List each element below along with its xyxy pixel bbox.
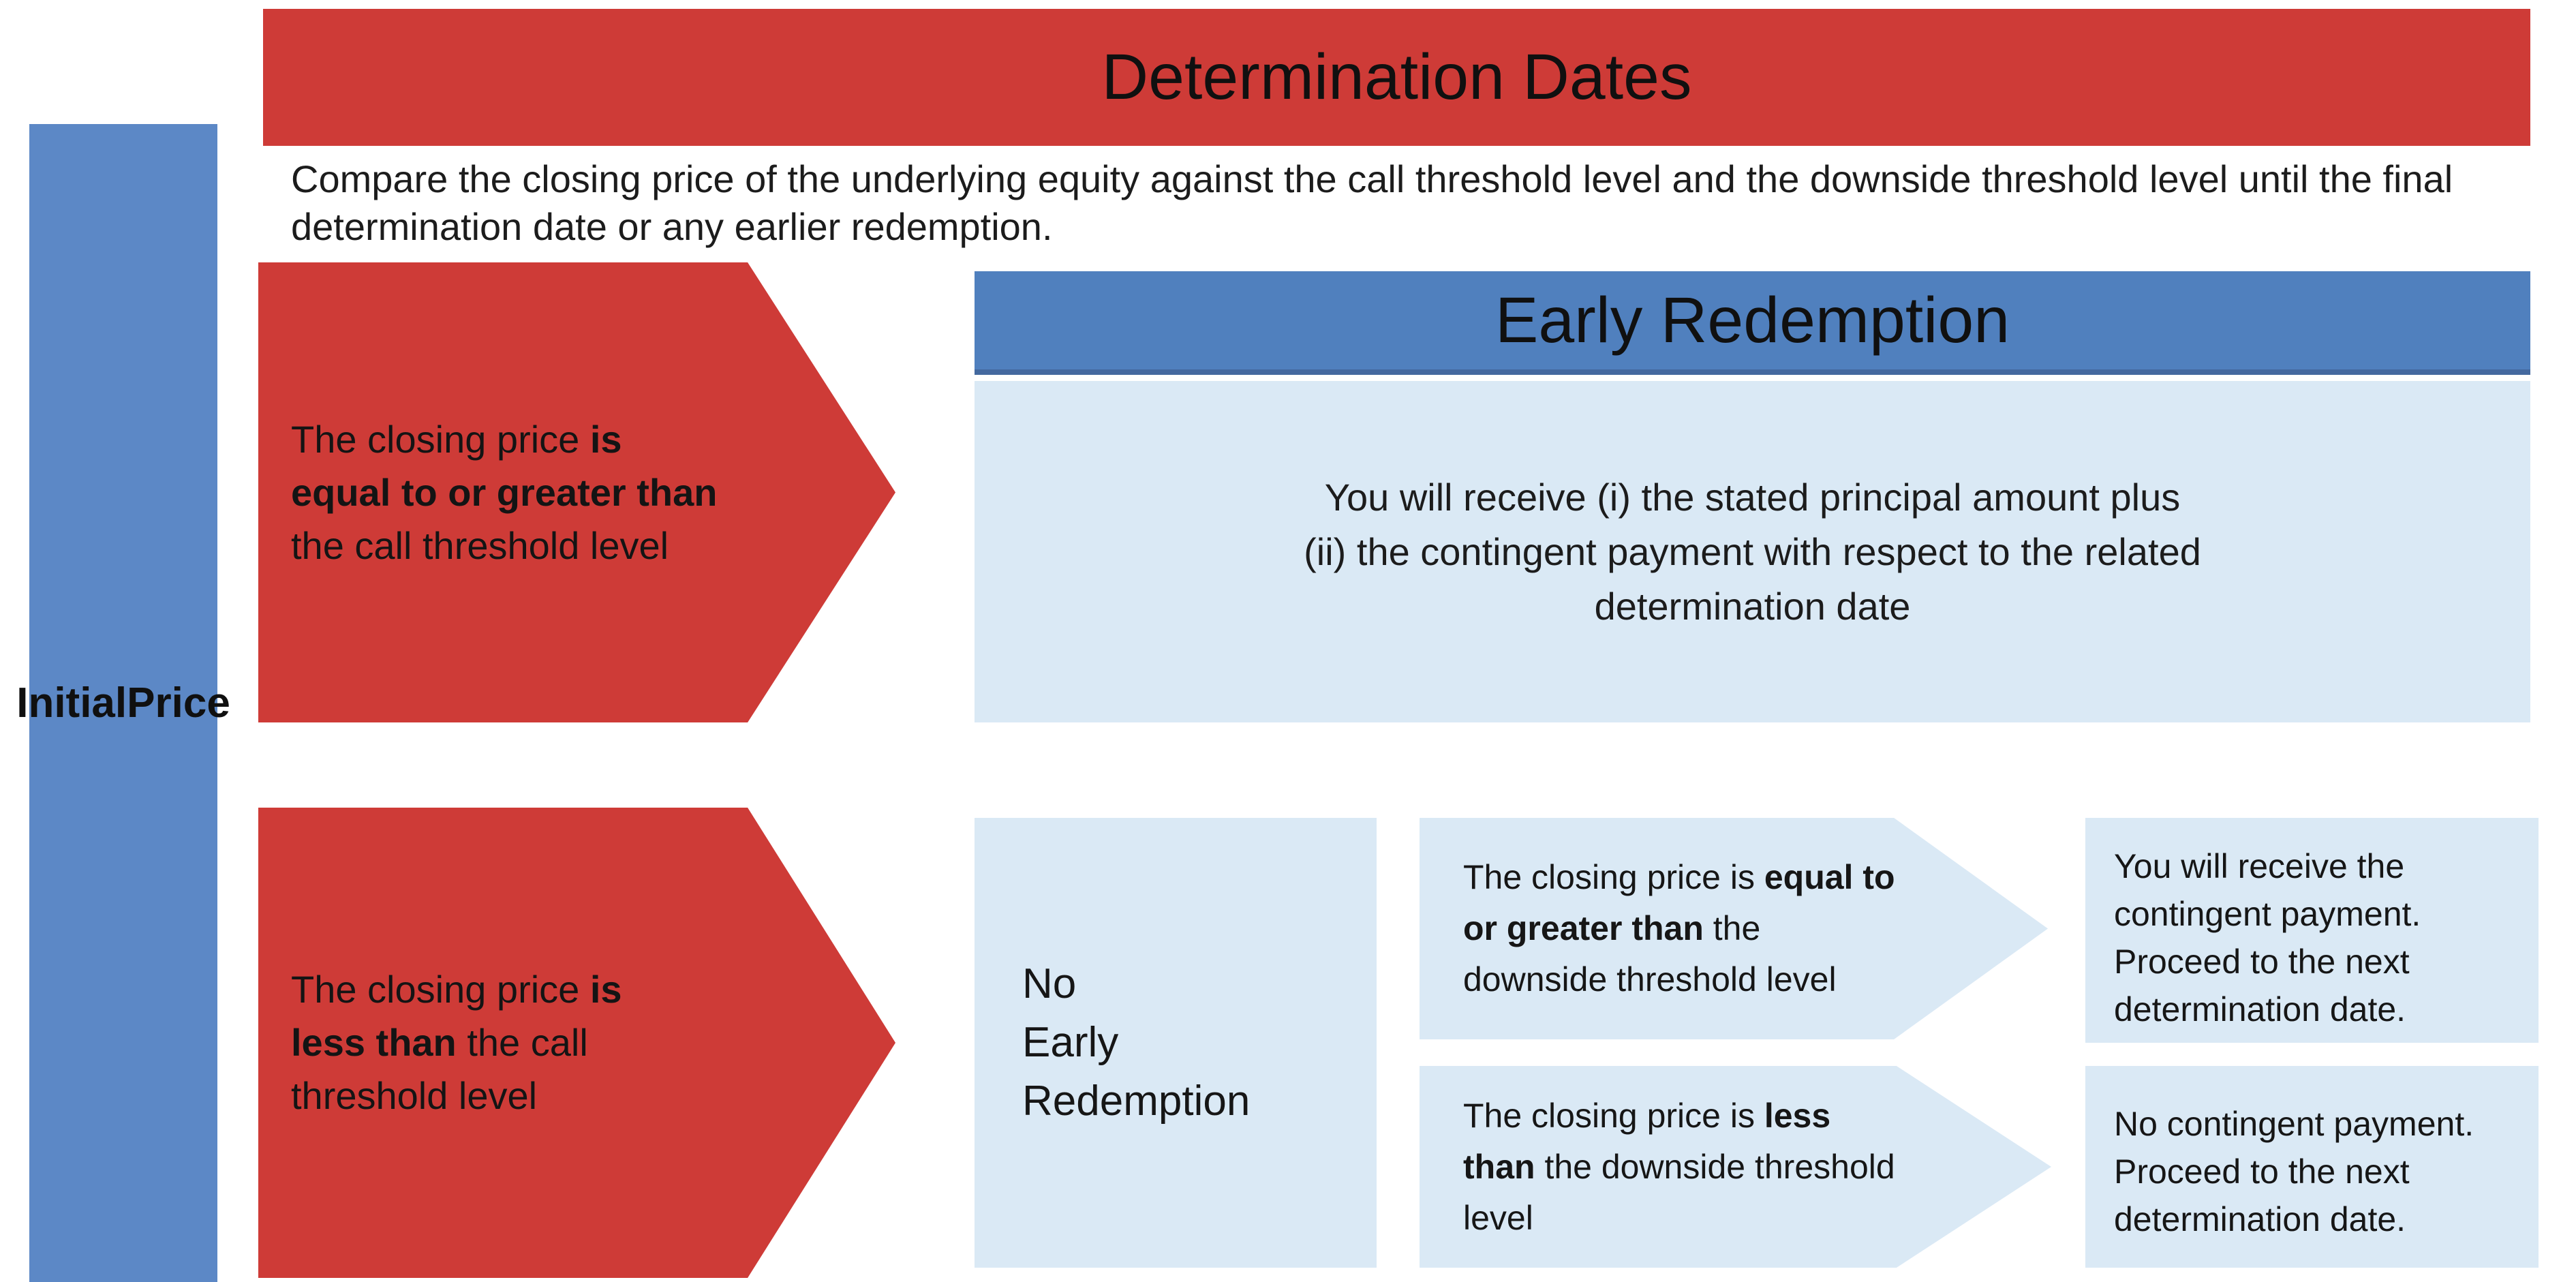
- early-redemption-banner: Early Redemption: [975, 271, 2530, 375]
- comparison-description: Compare the closing price of the underly…: [291, 157, 2453, 248]
- no-contingent-payment-outcome-box: No contingent payment. Proceed to the nex…: [2085, 1066, 2539, 1268]
- condition-arrow-above-downside-threshold: The closing price is equal to or greater …: [1420, 818, 2048, 1039]
- contingent-payment-outcome-box: You will receive the contingent payment. P…: [2085, 818, 2539, 1043]
- condition-arrow-above-call-threshold: The closing price is equal to or greater …: [258, 262, 895, 722]
- early-redemption-title: Early Redemption: [1494, 284, 2010, 356]
- no-early-redemption-box: No Early Redemption: [975, 818, 1377, 1268]
- determination-dates-title: Determination Dates: [1101, 41, 1692, 113]
- condition-arrow-below-call-threshold: The closing price is less than the call th…: [258, 808, 895, 1278]
- initial-price-bar: Initial Price: [16, 124, 230, 1282]
- determination-dates-banner: Determination Dates: [263, 9, 2530, 146]
- condition-arrow-below-downside-threshold: The closing price is less than the downsi…: [1420, 1066, 2051, 1268]
- early-redemption-outcome-box: You will receive (i) the stated principa…: [975, 381, 2530, 722]
